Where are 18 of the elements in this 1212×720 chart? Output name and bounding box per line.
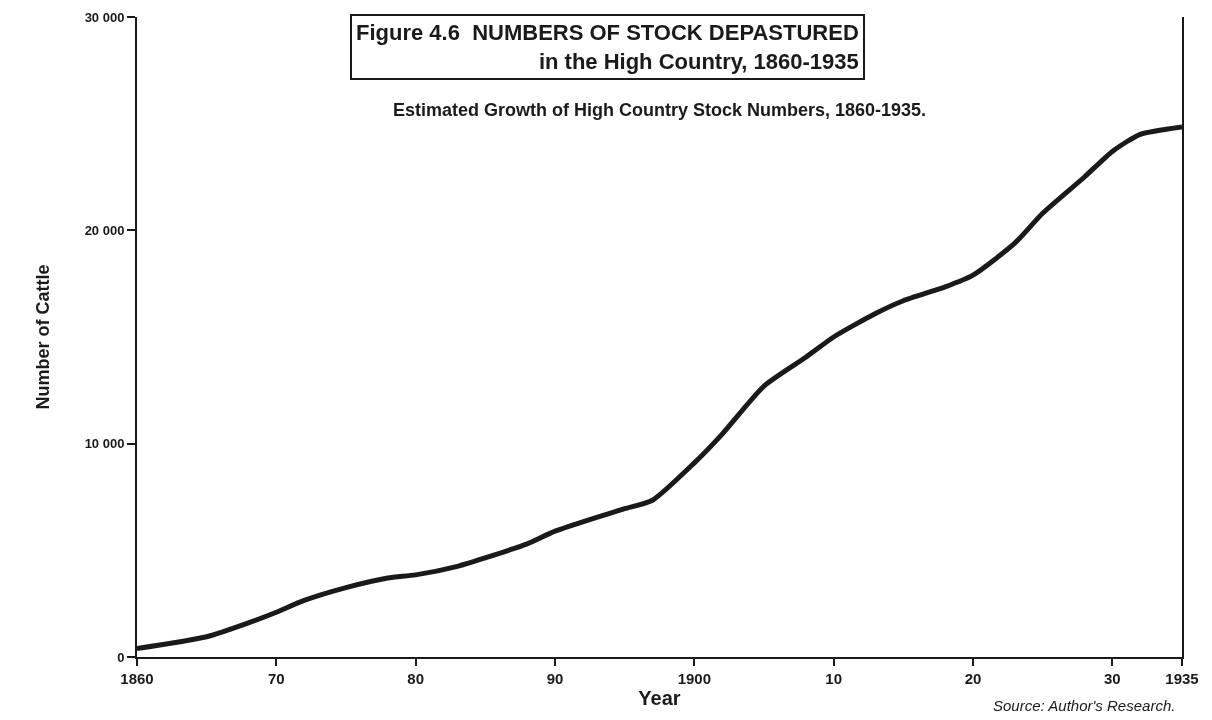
source-note: Source: Author's Research. <box>993 697 1176 714</box>
x-tick-label: 30 <box>1103 670 1121 687</box>
x-axis-title: Year <box>638 687 681 709</box>
x-tick-label: 20 <box>964 670 982 687</box>
y-tick-label: 10 000 <box>84 436 125 452</box>
x-tick-label: 1900 <box>677 670 712 687</box>
x-tick-label: 10 <box>825 670 843 687</box>
x-tick-label: 80 <box>407 670 425 687</box>
text: Estimated Growth of High Country Stock Numbers, 1860-1935. <box>393 100 927 120</box>
x-tick-label: 70 <box>267 670 285 687</box>
y-tick-label: 20 000 <box>84 222 125 238</box>
x-tick-label: 1860 <box>120 670 154 687</box>
y-axis-title: Number of Cattle <box>33 264 54 410</box>
x-tick-label: 1935 <box>1165 670 1199 687</box>
y-tick-label: 0 <box>117 649 125 665</box>
x-tick-label: 90 <box>546 670 564 687</box>
y-tick-label: 30 000 <box>84 9 125 25</box>
text: Figure 4.6 NUMBERS OF STOCK DEPASTURED in the High Country, 1860-1935 <box>356 20 859 74</box>
